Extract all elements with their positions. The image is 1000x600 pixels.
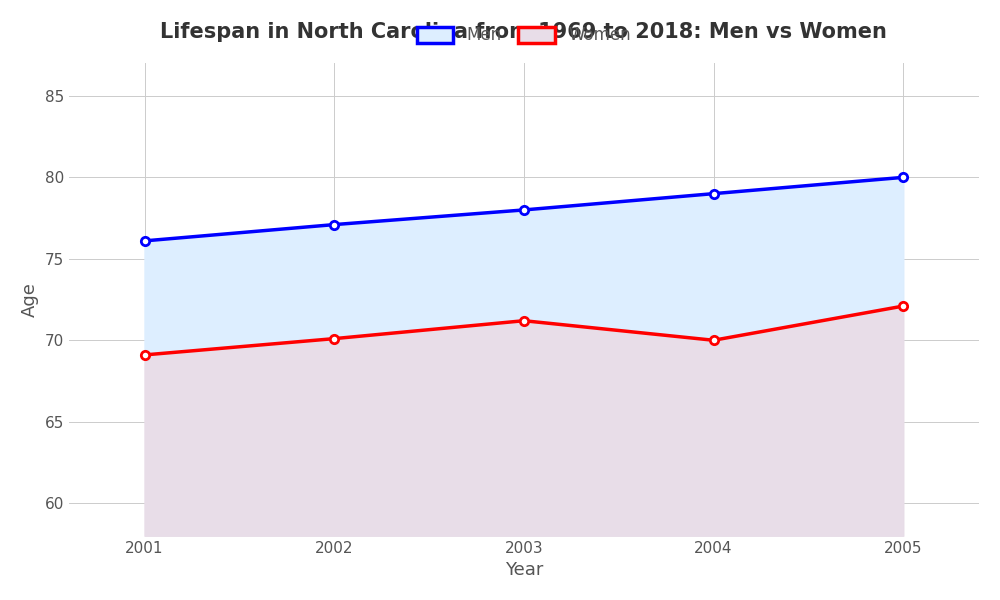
Title: Lifespan in North Carolina from 1969 to 2018: Men vs Women: Lifespan in North Carolina from 1969 to … [160, 22, 887, 43]
X-axis label: Year: Year [505, 561, 543, 579]
Y-axis label: Age: Age [21, 282, 39, 317]
Legend: Men, Women: Men, Women [410, 20, 638, 51]
